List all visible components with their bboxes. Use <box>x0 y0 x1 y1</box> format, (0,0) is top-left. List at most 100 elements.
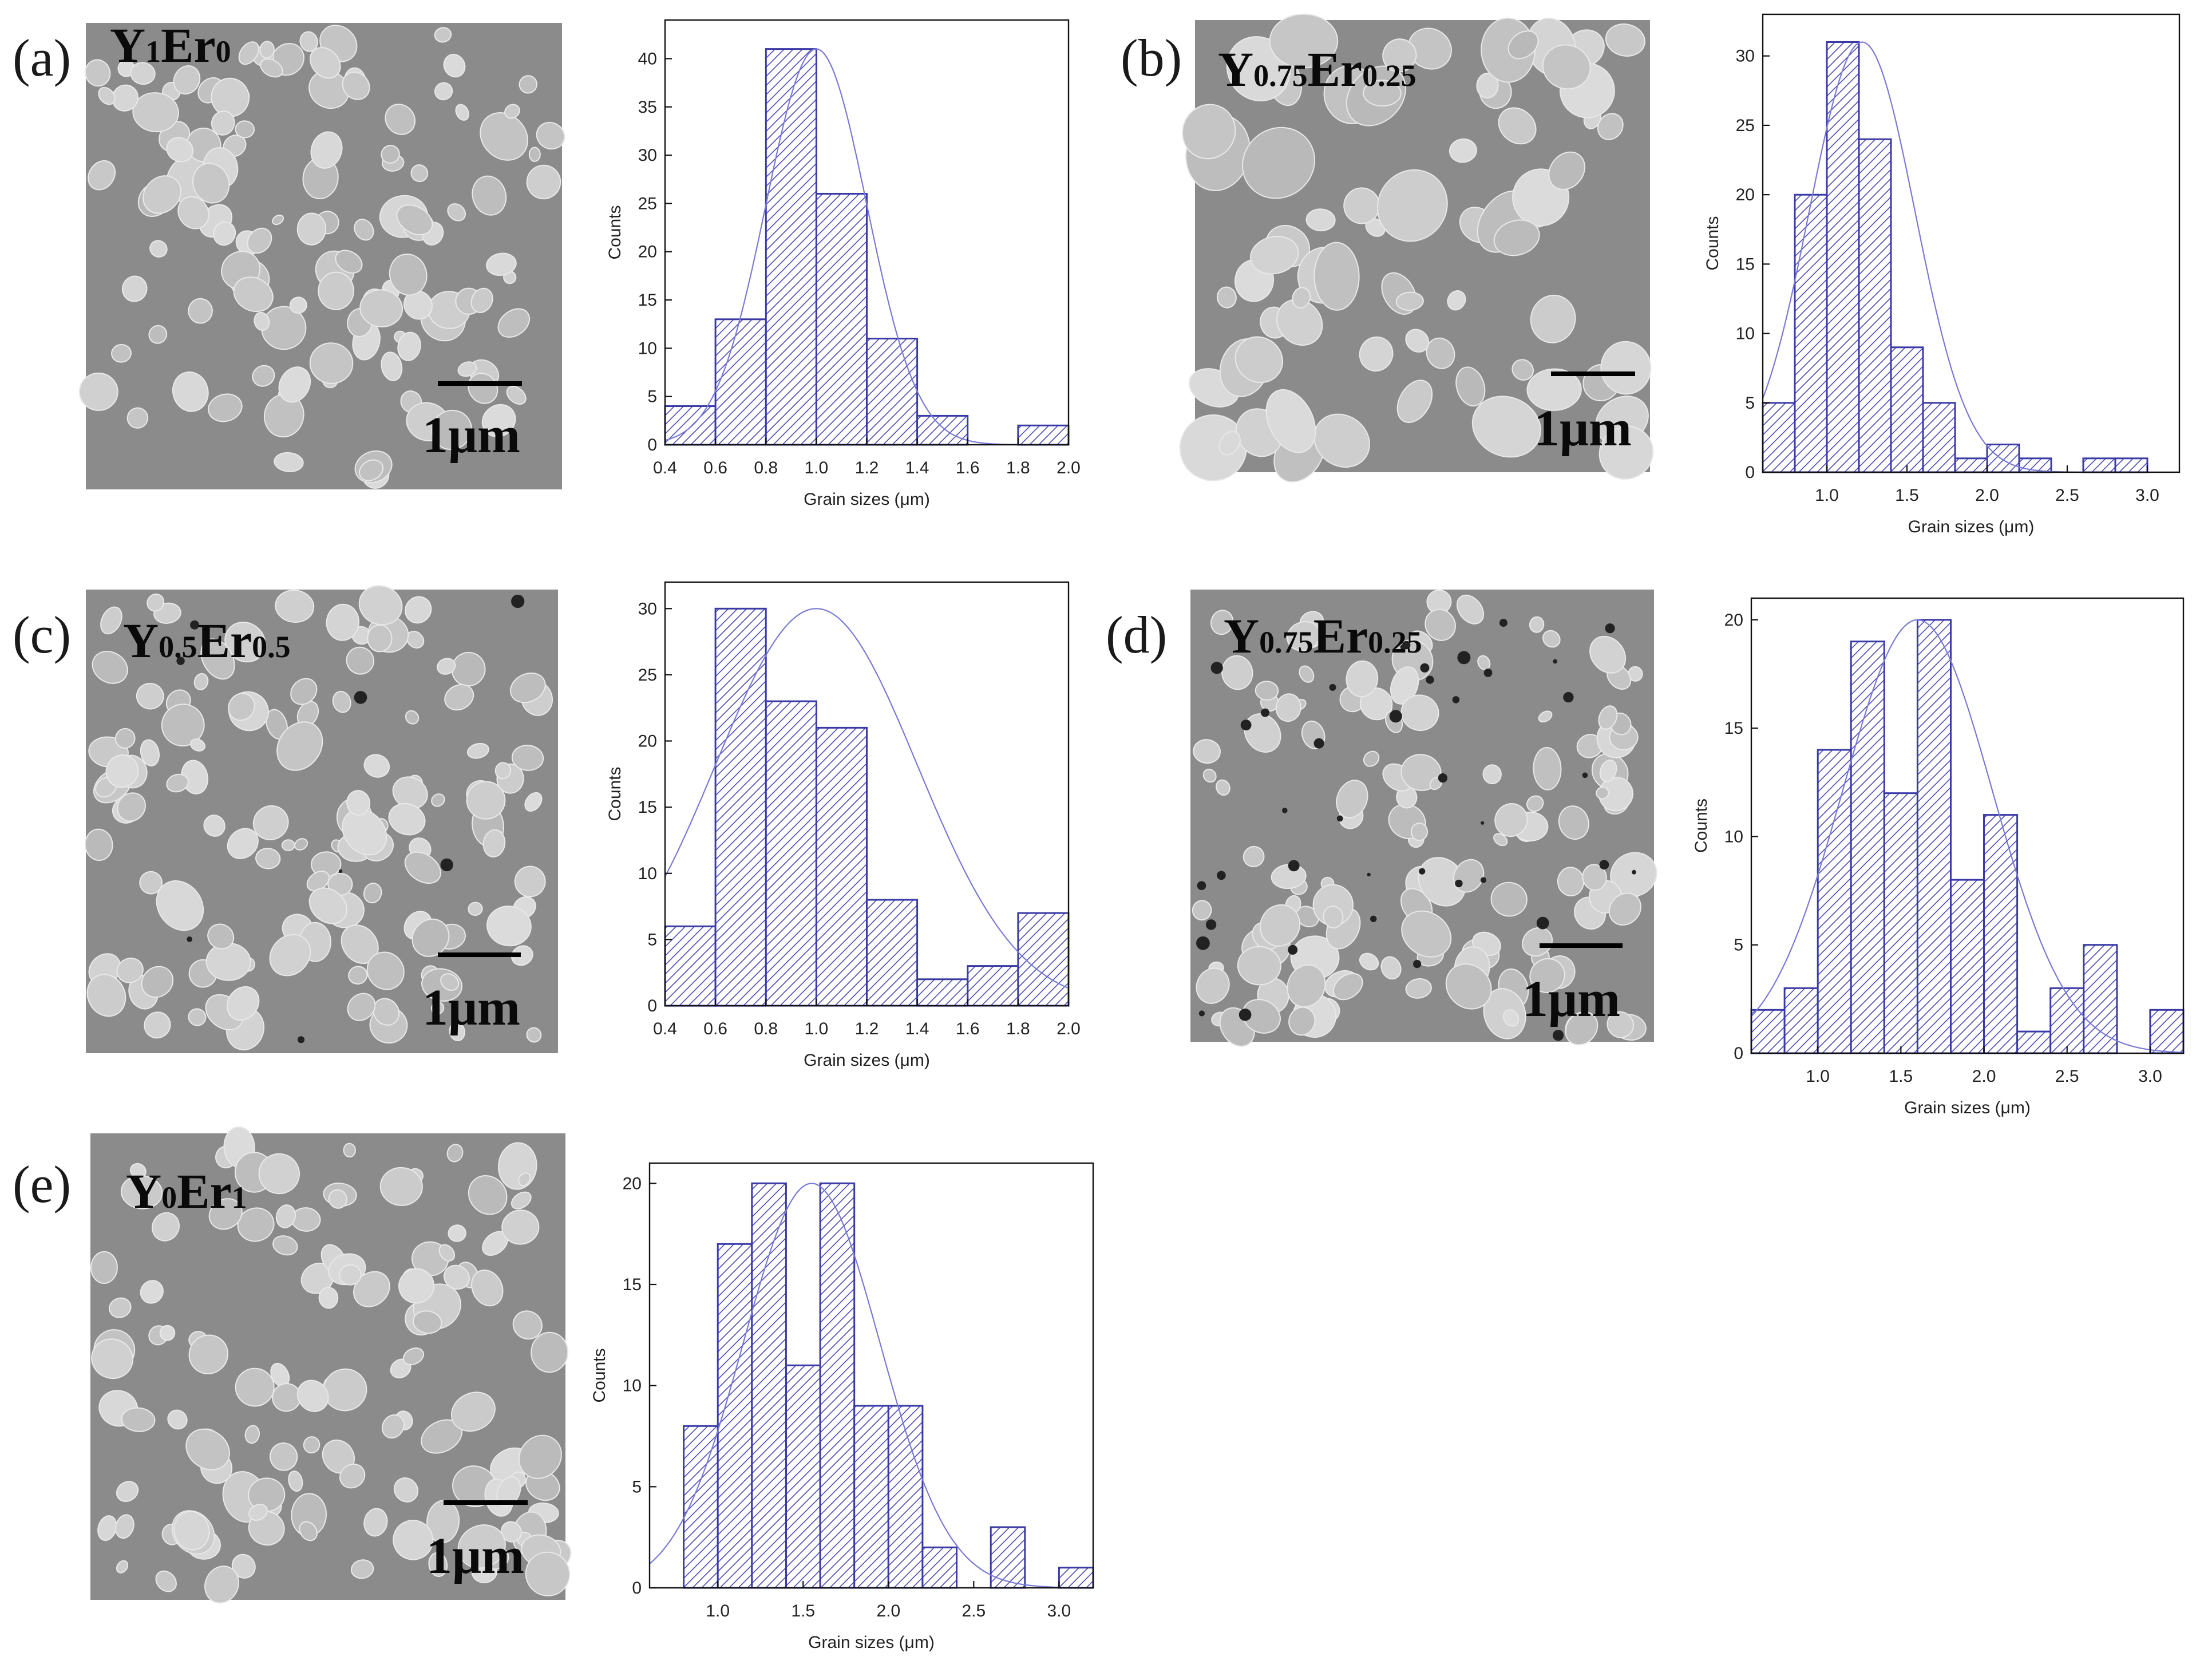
grain-particle <box>385 104 416 135</box>
grain-particle <box>91 1338 133 1379</box>
grain-particle <box>294 838 308 851</box>
histogram-bar <box>2049 987 2085 1054</box>
grain-particle <box>207 923 235 950</box>
pore-spot <box>1389 710 1402 723</box>
pore-spot <box>1197 881 1206 890</box>
grain-particle <box>188 1008 207 1026</box>
histogram-bar <box>990 1526 1026 1589</box>
grain-particle <box>1405 978 1432 999</box>
grain-particle <box>342 72 370 100</box>
histogram-bar <box>967 965 1019 1007</box>
grain-particle <box>272 1235 298 1256</box>
y-tick-label: 15 <box>638 291 657 310</box>
grain-particle <box>310 131 343 169</box>
grain-particle <box>1548 151 1585 190</box>
grain-particle <box>373 998 400 1026</box>
grain-particle <box>519 75 538 94</box>
pore-spot <box>187 936 193 942</box>
grain-particle <box>111 343 132 363</box>
pore-spot <box>1457 651 1471 665</box>
grain-particle <box>1605 23 1645 57</box>
histogram-bar <box>751 1182 787 1589</box>
grain-particle <box>233 276 274 313</box>
pore-spot <box>1553 659 1558 664</box>
pore-spot <box>1632 869 1636 875</box>
gaussian-fit-curve <box>1751 619 2183 1053</box>
grain-particle <box>328 1189 348 1209</box>
grain-particle <box>526 164 561 200</box>
grain-particle <box>512 1310 543 1340</box>
histogram-bar <box>1986 444 2020 473</box>
x-tick-label: 0.6 <box>703 458 727 477</box>
grain-particle <box>90 1251 118 1284</box>
grain-particle <box>143 175 181 214</box>
scale-label-c: 1μm <box>422 979 520 1036</box>
grain-particle <box>288 1471 303 1492</box>
histogram-bar <box>921 1546 958 1589</box>
y-tick-label: 5 <box>1734 936 1743 955</box>
pore-spot <box>1605 623 1615 634</box>
sample-name-d: Y0.75Er0.25 <box>1224 608 1422 663</box>
grain-particle <box>354 219 374 241</box>
grain-particle <box>1447 290 1466 311</box>
histogram-bar <box>1826 41 1860 473</box>
grain-particle <box>509 672 546 703</box>
histogram-bar <box>765 700 817 1007</box>
y-axis-label: Counts <box>590 1348 609 1402</box>
histogram-e: 1.0 1.5 2.0 2.5 3.0 0 5 10 15 20 Grain sizes (μm) C… <box>590 1162 1094 1652</box>
histogram-bar <box>714 318 767 446</box>
y-tick-label: 5 <box>1745 394 1755 413</box>
grain-particle <box>338 1264 362 1286</box>
grain-particle <box>78 372 118 411</box>
grain-particle <box>1359 336 1394 372</box>
grain-particle <box>497 308 531 338</box>
grain-particle <box>192 163 230 204</box>
grain-particle <box>531 1331 569 1373</box>
histogram-bar <box>765 48 817 446</box>
grain-particle <box>496 1476 521 1507</box>
grain-particle <box>85 59 111 87</box>
pore-spot <box>1413 960 1422 969</box>
grain-particle <box>1476 72 1499 99</box>
x-tick-label: 3.0 <box>2135 486 2159 505</box>
grain-particle <box>1363 80 1402 107</box>
y-tick-label: 15 <box>1724 719 1743 738</box>
grain-particle <box>438 1244 456 1262</box>
grain-particle <box>226 986 260 1021</box>
grain-particle <box>92 650 128 684</box>
grain-particle <box>379 1167 423 1206</box>
pore-spot <box>338 869 343 873</box>
grain-particle <box>252 365 275 387</box>
grain-particle <box>166 773 189 793</box>
x-tick-label: 3.0 <box>1047 1602 1071 1620</box>
grain-particle <box>1538 710 1553 723</box>
grain-particle <box>299 1521 318 1541</box>
grain-particle <box>1493 833 1508 847</box>
grain-particle <box>1426 337 1455 369</box>
panel-label-a: (a) <box>13 29 71 87</box>
grain-particle <box>1533 747 1562 790</box>
grain-particle <box>1608 892 1641 926</box>
scale-label-d: 1μm <box>1522 971 1620 1027</box>
grain-particle <box>1323 906 1344 928</box>
y-tick-label: 25 <box>638 194 657 213</box>
grain-particle <box>446 1144 464 1163</box>
grain-particle <box>518 1434 562 1479</box>
grain-particle <box>121 1407 156 1432</box>
y-tick-label: 35 <box>638 98 657 117</box>
grain-particle <box>173 65 201 95</box>
grain-particle <box>235 1367 275 1407</box>
histogram-bar <box>785 1364 821 1589</box>
grain-particle <box>1405 329 1430 353</box>
grain-particle <box>129 1163 147 1179</box>
pore-spot <box>1480 877 1486 883</box>
y-tick-label: 5 <box>647 930 657 949</box>
grain-particle <box>1396 380 1433 423</box>
pore-spot <box>1196 936 1210 950</box>
grain-particle <box>86 974 126 1017</box>
grain-particle <box>524 792 543 812</box>
grain-particle <box>455 104 469 121</box>
grain-particle <box>358 459 384 481</box>
grain-particle <box>310 46 341 79</box>
